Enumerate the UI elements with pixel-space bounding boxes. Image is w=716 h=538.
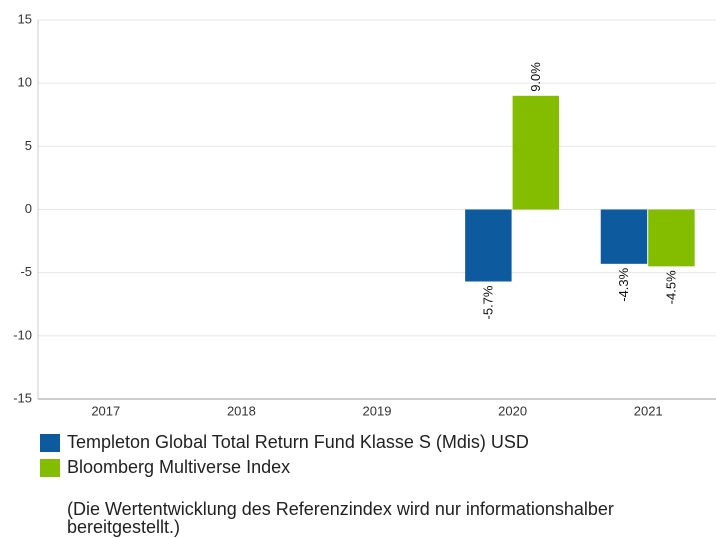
note: (Die Wertentwicklung des Referenzindex w… [67,499,614,537]
bar [648,209,695,267]
x-tick-label: 2021 [634,403,663,418]
y-tick-label: 5 [25,138,32,153]
legend-label: Templeton Global Total Return Fund Klass… [67,432,529,452]
x-tick-label: 2019 [363,403,392,418]
x-tick-label: 2017 [91,403,120,418]
bar [512,95,560,210]
value-label: -4.5% [663,270,678,304]
legend-label: Bloomberg Multiverse Index [67,457,290,477]
value-label: -5.7% [480,285,495,319]
y-tick-label: -10 [13,327,32,342]
y-tick-label: -15 [13,390,32,405]
y-tick-label: 0 [25,201,32,216]
y-tick-label: -5 [20,264,32,279]
y-tick-label: 15 [18,11,32,26]
x-tick-label: 2020 [498,403,527,418]
legend-swatch [40,434,60,452]
x-tick-label: 2018 [227,403,256,418]
value-label: -4.3% [616,267,631,301]
legend-swatch [40,459,60,477]
bar [465,209,512,282]
y-tick-label: 10 [18,75,32,90]
value-label: 9.0% [528,62,543,92]
chart: -15 -10 -5 0 5 10 15 2017 2018 2019 2020 -5.7% 9.0% 2… [13,11,716,477]
bar [600,209,648,264]
